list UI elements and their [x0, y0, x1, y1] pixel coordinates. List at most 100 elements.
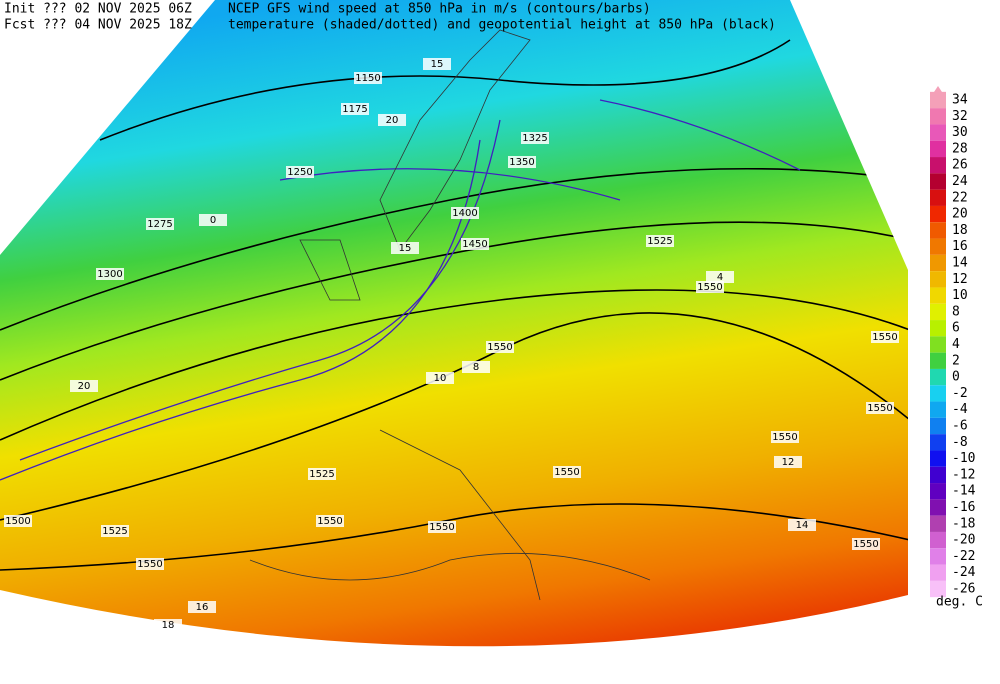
label-box	[423, 58, 451, 70]
colorbar-label: -12	[952, 467, 975, 482]
contour-label: 1550	[867, 403, 892, 414]
label-box	[101, 525, 129, 537]
label-box	[154, 619, 182, 631]
label-box	[378, 114, 406, 126]
colorbar-label: -20	[952, 533, 975, 548]
label-box	[199, 214, 227, 226]
contour-label: 1450	[462, 239, 487, 250]
label-box	[521, 132, 549, 144]
label-box	[428, 521, 456, 533]
contour-label: 1525	[309, 469, 334, 480]
colorbar-label: -18	[952, 516, 975, 531]
contour-label: 1350	[509, 157, 534, 168]
colorbar-label: -4	[952, 402, 968, 417]
label-box	[774, 456, 802, 468]
colorbar-swatch	[930, 548, 946, 565]
contour-label: 1250	[287, 167, 312, 178]
colorbar-label: 0	[952, 370, 960, 385]
subtitle: temperature (shaded/dotted) and geopoten…	[228, 18, 776, 33]
contour-label: 1300	[97, 269, 122, 280]
label-box	[871, 331, 899, 343]
colorbar-label: 22	[952, 190, 968, 205]
colorbar-unit: deg. C	[936, 595, 983, 610]
contour-label: 1500	[5, 516, 30, 527]
label-box	[646, 235, 674, 247]
contour-label: 1150	[355, 73, 380, 84]
colorbar-label: 28	[952, 141, 968, 156]
colorbar-swatch	[930, 450, 946, 467]
colorbar-swatch	[930, 417, 946, 435]
colorbar-label: 30	[952, 125, 968, 140]
colorbar-swatch	[930, 157, 946, 174]
colorbar-swatch	[930, 287, 946, 304]
init-line: Init ??? 02 NOV 2025 06Z	[4, 2, 192, 17]
contour-label: 12	[782, 457, 795, 468]
contour-label: 20	[386, 115, 399, 126]
label-box	[788, 519, 816, 531]
colorbar-label: 34	[952, 93, 968, 108]
colorbar-swatch	[930, 385, 946, 402]
colorbar-label: 32	[952, 109, 968, 124]
colorbar-swatch	[930, 189, 946, 206]
label-box	[852, 538, 880, 550]
contour-label: 18	[162, 620, 175, 631]
contour-label: 1550	[137, 559, 162, 570]
contour-label: 1175	[342, 104, 367, 115]
colorbar-swatch	[930, 564, 946, 581]
map	[0, 0, 908, 647]
colorbar-label: 18	[952, 223, 968, 238]
colorbar-swatch	[930, 238, 946, 255]
label-box	[188, 601, 216, 613]
colorbar-swatch	[930, 434, 946, 451]
colorbar-label: -16	[952, 500, 975, 515]
label-box	[316, 515, 344, 527]
colorbar-swatch	[930, 254, 946, 272]
colorbar-swatch	[930, 515, 946, 532]
colorbar-swatch	[930, 124, 946, 141]
colorbar-swatch	[930, 173, 946, 190]
colorbar-label: 14	[952, 256, 968, 271]
colorbar-label: -10	[952, 451, 975, 466]
colorbar-swatch	[930, 222, 946, 239]
label-box	[696, 281, 724, 293]
colorbar-label: 16	[952, 239, 968, 254]
title: NCEP GFS wind speed at 850 hPa in m/s (c…	[228, 2, 651, 17]
contour-label: 4	[717, 272, 723, 283]
contour-label: 1275	[147, 219, 172, 230]
colorbar-swatch	[930, 368, 946, 386]
colorbar-label: 20	[952, 207, 968, 222]
label-box	[508, 156, 536, 168]
contour-label: 1550	[697, 282, 722, 293]
colorbar-swatch	[930, 352, 946, 369]
colorbar-label: -6	[952, 419, 968, 434]
colorbar-swatch	[930, 303, 946, 321]
colorbar-label: -24	[952, 565, 976, 580]
contour-label: 1400	[452, 208, 477, 219]
contour-label: 1550	[429, 522, 454, 533]
colorbar-label: -14	[952, 484, 976, 499]
colorbar-label: 6	[952, 321, 960, 336]
colorbar-swatch	[930, 108, 946, 125]
colorbar-swatch	[930, 401, 946, 418]
label-box	[70, 380, 98, 392]
label-box	[96, 268, 124, 280]
colorbar-label: 2	[952, 353, 960, 368]
colorbar-swatch	[930, 466, 946, 484]
contour-label: 1550	[853, 539, 878, 550]
contour-label: 1550	[872, 332, 897, 343]
colorbar-label: 8	[952, 304, 960, 319]
colorbar-swatch	[930, 320, 946, 337]
label-box	[341, 103, 369, 115]
label-box	[146, 218, 174, 230]
colorbar-label: -8	[952, 435, 968, 450]
label-box	[706, 271, 734, 283]
fcst-line: Fcst ??? 04 NOV 2025 18Z	[4, 18, 192, 33]
label-box	[462, 361, 490, 373]
colorbar-swatch	[930, 483, 946, 500]
label-box	[553, 466, 581, 478]
label-box	[308, 468, 336, 480]
label-box	[354, 72, 382, 84]
colorbar-label: -26	[952, 582, 975, 597]
label-box	[286, 166, 314, 178]
